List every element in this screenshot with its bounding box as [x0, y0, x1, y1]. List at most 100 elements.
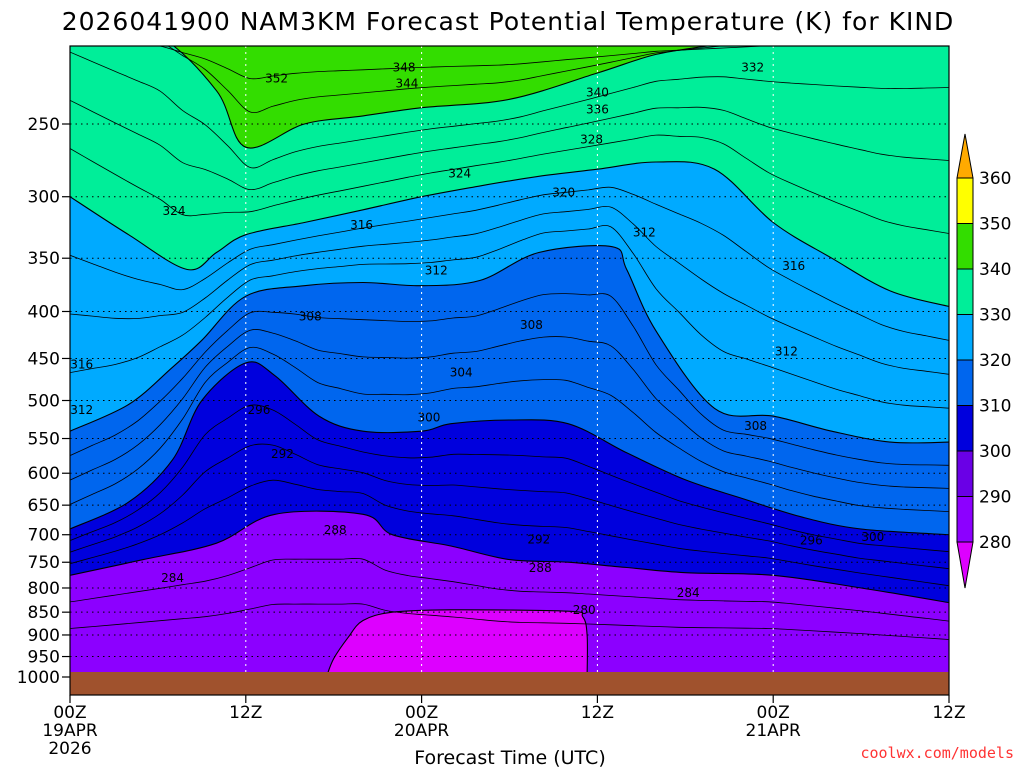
isotherm-337 [157, 46, 772, 80]
x-tick-label: 12Z [581, 703, 614, 723]
contour-label: 348 [393, 61, 416, 75]
isotherm-334 [167, 46, 725, 114]
contour-label: 312 [775, 344, 798, 358]
isotherm-327.5 [70, 51, 949, 169]
x-axis-label: Forecast Time (UTC) [414, 747, 605, 768]
x-tick-label: 12Z [932, 703, 965, 723]
colorbar-segment [956, 450, 974, 497]
isotherm-307.5 [70, 293, 949, 466]
isotherm-315 [70, 205, 949, 375]
y-tick-label: 500 [28, 392, 60, 412]
contour-label: 328 [580, 133, 603, 147]
y-tick-label: 300 [28, 188, 60, 208]
plot-frame [69, 45, 950, 696]
contour-label: 312 [425, 264, 448, 278]
contour-label: 296 [248, 403, 271, 417]
x-tick-label: 19APR [42, 721, 98, 741]
x-tick-label: 00Z [757, 703, 790, 723]
y-tick-label: 850 [28, 603, 60, 623]
colorbar-tick-label: 310 [979, 397, 1011, 417]
y-tick-label: 650 [28, 496, 60, 516]
x-tick-label: 2026 [48, 739, 91, 759]
contour-label: 312 [633, 225, 656, 239]
isotherm-310 [70, 245, 949, 444]
isotherm-286 [70, 557, 949, 622]
contour-label: 288 [529, 561, 552, 575]
colorbar-segment [956, 405, 974, 452]
contour-label: 292 [527, 532, 550, 546]
contour-label: 296 [800, 533, 823, 547]
y-tick-label: 900 [28, 626, 60, 646]
y-tick-label: 750 [28, 553, 60, 573]
credit-link[interactable]: coolwx.com/models [860, 744, 1014, 762]
colorbar-segment [956, 359, 974, 406]
isotherm-312.5 [70, 225, 949, 409]
isotherm-320 [70, 161, 949, 308]
contour-label: 324 [448, 166, 471, 180]
contour-label: 284 [161, 571, 184, 585]
contour-label: 344 [395, 77, 418, 91]
chart-title: 2026041900 NAM3KM Forecast Potential Tem… [62, 7, 955, 36]
colorbar-segment [956, 223, 974, 270]
colorbar-tick-label: 360 [979, 169, 1011, 189]
isotherm-305 [70, 329, 949, 489]
contour-label: 316 [70, 358, 93, 372]
plot-area: 352 348 344 340 336 332 328 324 324 320 316 316 316 3… [70, 46, 949, 695]
isotherm-302.5 [70, 346, 949, 512]
colorbar-tick-label: 290 [979, 488, 1011, 508]
contour-label: 320 [552, 186, 575, 200]
x-tick-label: 00Z [53, 703, 86, 723]
contour-label: 308 [299, 309, 322, 323]
x-tick-label: 21APR [746, 721, 802, 741]
isotherm-295 [70, 443, 949, 570]
colorbar-lower-arrow [956, 541, 974, 589]
colorbar-segment [956, 496, 974, 543]
contour-label: 300 [861, 530, 884, 544]
y-tick-label: 400 [28, 302, 60, 322]
y-tick-label: 800 [28, 579, 60, 599]
y-tick-label: 950 [28, 648, 60, 668]
colorbar-tick-label: 280 [979, 533, 1011, 553]
colorbar-tick-label: 330 [979, 306, 1011, 326]
y-tick-label: 450 [28, 349, 60, 369]
contour-label: 308 [744, 419, 767, 433]
y-tick-label: 250 [28, 115, 60, 135]
contour-label: 352 [265, 71, 288, 85]
colorbar-tick-label: 350 [979, 215, 1011, 235]
isotherm-297.5 [70, 404, 949, 553]
y-tick-label: 700 [28, 526, 60, 546]
temperature-bands [70, 46, 949, 695]
contour-label: 304 [450, 365, 473, 379]
contour-label: 312 [70, 403, 93, 417]
contour-label: 332 [741, 61, 764, 75]
isotherm-lines [70, 46, 949, 678]
contour-labels: 352 348 344 340 336 332 328 324 324 320 316 316 316 3… [70, 61, 884, 617]
y-tick-label: 550 [28, 430, 60, 450]
contour-label: 324 [163, 204, 186, 218]
grid-lines [70, 46, 949, 695]
isotherm-282 [70, 603, 949, 640]
y-axis: 250 300 350 400 450 500 550 600 650 700 750 800 850 9… [17, 115, 70, 688]
ground-layer [70, 672, 949, 695]
contour-label: 340 [586, 85, 609, 99]
contour-label: 300 [417, 411, 440, 425]
y-tick-label: 350 [28, 249, 60, 269]
isotherm-292.5 [70, 479, 949, 587]
colorbar-segment [956, 268, 974, 315]
colorbar-segment [956, 314, 974, 361]
contour-label: 288 [324, 523, 347, 537]
x-tick-label: 12Z [229, 703, 262, 723]
isotherm-280 [325, 609, 589, 678]
colorbar-upper-arrow [956, 133, 974, 179]
isotherm-300 [70, 361, 949, 536]
isotherm-322.5 [70, 134, 949, 234]
contour-label: 280 [573, 603, 596, 617]
contour-label: 316 [782, 259, 805, 273]
isotherm-330 [172, 46, 711, 149]
y-tick-label: 600 [28, 464, 60, 484]
colorbar-tick-label: 320 [979, 351, 1011, 371]
colorbar-tick-label: 340 [979, 260, 1011, 280]
isotherm-317.5 [70, 186, 949, 341]
